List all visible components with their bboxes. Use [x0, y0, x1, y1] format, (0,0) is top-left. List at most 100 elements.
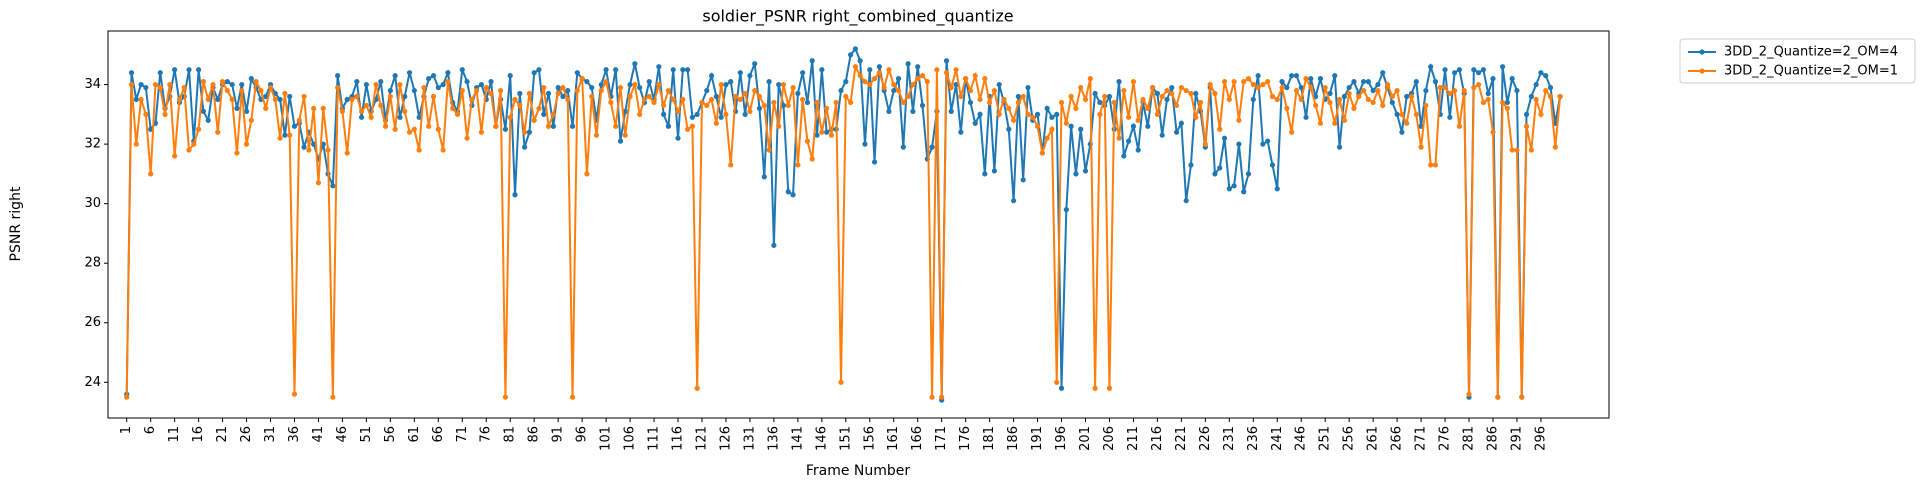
- data-point: [1044, 135, 1050, 141]
- data-point: [1351, 105, 1357, 111]
- data-point: [133, 141, 139, 147]
- data-point: [445, 70, 451, 76]
- x-tick-label: 221: [1174, 426, 1189, 451]
- data-point: [1212, 171, 1218, 177]
- data-point: [378, 79, 384, 85]
- data-point: [1265, 138, 1271, 144]
- data-point: [1543, 87, 1549, 94]
- data-point: [1327, 99, 1333, 106]
- data-point: [440, 81, 446, 88]
- data-point: [1106, 385, 1113, 391]
- data-point: [617, 84, 624, 91]
- data-point: [1380, 102, 1386, 109]
- data-point: [910, 108, 916, 114]
- data-point: [905, 93, 911, 100]
- data-point: [886, 108, 892, 114]
- data-point: [737, 70, 743, 76]
- data-point: [243, 141, 250, 147]
- data-point: [426, 76, 432, 82]
- data-point: [335, 84, 341, 91]
- data-point: [948, 108, 954, 114]
- data-point: [1313, 102, 1319, 109]
- data-point: [1317, 120, 1324, 126]
- data-point: [200, 108, 207, 114]
- data-point: [1106, 93, 1113, 100]
- plot-frame: [107, 30, 1610, 419]
- x-tick-label: 291: [1509, 426, 1524, 451]
- x-tick-label: 116: [671, 426, 686, 451]
- data-point: [392, 73, 398, 79]
- data-point: [584, 79, 590, 85]
- data-point: [1173, 129, 1180, 135]
- x-tick-label: 236: [1246, 426, 1261, 451]
- data-point: [1365, 79, 1371, 85]
- data-point: [771, 99, 777, 106]
- data-point: [1145, 123, 1151, 129]
- data-point: [761, 174, 767, 180]
- data-point: [363, 81, 369, 88]
- data-point: [215, 129, 221, 135]
- data-point: [1193, 114, 1199, 120]
- data-point: [498, 87, 504, 94]
- data-point: [742, 111, 748, 117]
- data-point: [708, 73, 715, 79]
- data-point: [1250, 81, 1256, 88]
- data-point: [253, 79, 259, 85]
- data-point: [1202, 141, 1208, 147]
- data-point: [852, 64, 858, 70]
- data-point: [1432, 79, 1439, 85]
- data-point: [569, 123, 576, 129]
- data-point: [723, 111, 729, 117]
- series-line: [125, 63, 1562, 398]
- data-point: [560, 93, 566, 100]
- data-point: [1466, 391, 1472, 397]
- data-point: [387, 93, 393, 100]
- data-point: [1034, 111, 1041, 117]
- data-point: [589, 84, 595, 91]
- data-point: [1480, 99, 1486, 106]
- data-point: [526, 129, 532, 135]
- data-point: [1428, 162, 1434, 168]
- data-point: [1547, 84, 1554, 91]
- data-point: [172, 67, 178, 73]
- data-point: [541, 111, 547, 117]
- data-point: [991, 168, 998, 174]
- data-point: [311, 105, 317, 111]
- data-point: [1111, 99, 1117, 106]
- data-point: [1250, 96, 1256, 103]
- data-point: [1058, 99, 1065, 106]
- data-point: [459, 87, 465, 94]
- data-point: [747, 108, 753, 114]
- data-point: [239, 87, 245, 94]
- data-point: [1197, 99, 1204, 106]
- data-point: [426, 123, 432, 129]
- data-point: [1025, 111, 1031, 117]
- data-point: [263, 105, 269, 111]
- data-point: [814, 132, 820, 138]
- data-point: [565, 87, 571, 94]
- data-point: [219, 79, 226, 85]
- x-tick-label: 1: [119, 426, 134, 434]
- data-point: [488, 79, 494, 85]
- data-point: [483, 84, 489, 91]
- data-point: [469, 96, 475, 103]
- data-point: [881, 84, 887, 91]
- legend-marker: [1699, 68, 1705, 74]
- data-point: [800, 96, 806, 103]
- data-point: [1360, 79, 1367, 85]
- data-point: [1485, 96, 1491, 103]
- data-point: [1049, 126, 1055, 132]
- data-point: [656, 64, 662, 70]
- data-point: [1150, 84, 1156, 91]
- data-point: [1447, 114, 1453, 120]
- data-point: [867, 81, 873, 88]
- data-point: [1418, 144, 1424, 150]
- data-point: [569, 394, 576, 400]
- data-point: [1236, 117, 1242, 123]
- x-tick-label: 91: [551, 426, 566, 443]
- data-point: [1528, 147, 1534, 153]
- data-point: [1135, 117, 1141, 123]
- data-point: [1068, 123, 1074, 129]
- data-point: [718, 114, 724, 120]
- x-tick-label: 71: [455, 426, 470, 443]
